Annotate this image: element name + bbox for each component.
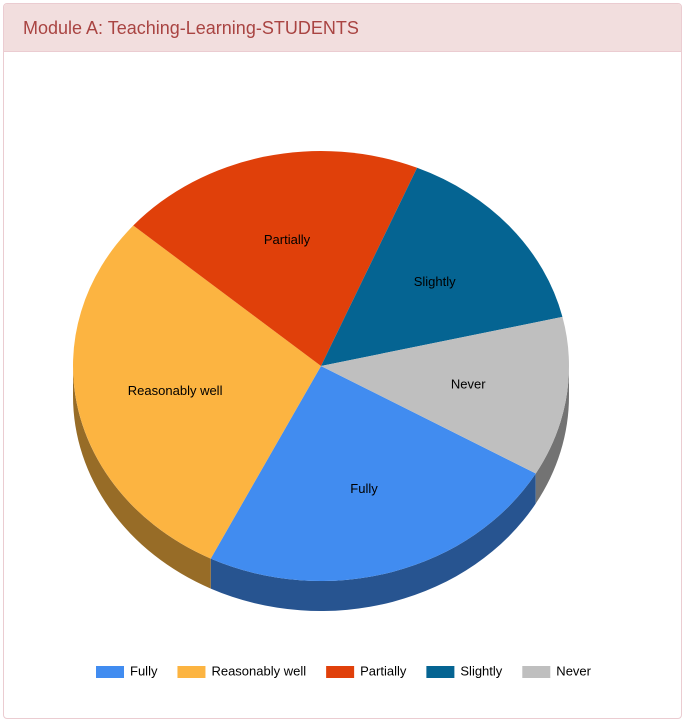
panel-title: Module A: Teaching-Learning-STUDENTS <box>4 4 681 52</box>
pie-slice <box>210 366 536 581</box>
panel: Module A: Teaching-Learning-STUDENTS Ful… <box>3 3 682 719</box>
pie-slice <box>321 167 563 366</box>
slice-label: Never <box>451 376 486 391</box>
slice-label: Slightly <box>414 274 456 289</box>
pie-slice <box>72 225 322 559</box>
legend-swatch <box>177 666 206 678</box>
legend-swatch <box>522 666 551 678</box>
legend-label: Reasonably well <box>211 663 306 678</box>
legend-label: Slightly <box>460 663 502 678</box>
slice-label: Partially <box>264 232 311 247</box>
legend-label: Never <box>556 663 591 678</box>
pie-slice <box>321 316 569 474</box>
slice-side <box>210 473 536 611</box>
slice-label: Fully <box>350 481 378 496</box>
slice-label: Reasonably well <box>128 383 223 398</box>
pie-slice <box>133 151 418 366</box>
legend-label: Partially <box>360 663 407 678</box>
legend-swatch <box>326 666 355 678</box>
legend-label: Fully <box>130 663 158 678</box>
legend-swatch <box>96 666 125 678</box>
slice-side <box>535 366 569 504</box>
slice-side <box>73 366 211 589</box>
legend: Fully Reasonably well Partially Slightly Nev… <box>96 663 592 678</box>
legend-swatch <box>426 666 455 678</box>
chart: Fully Reasonably well Partially Slightly Nev… <box>72 151 592 678</box>
